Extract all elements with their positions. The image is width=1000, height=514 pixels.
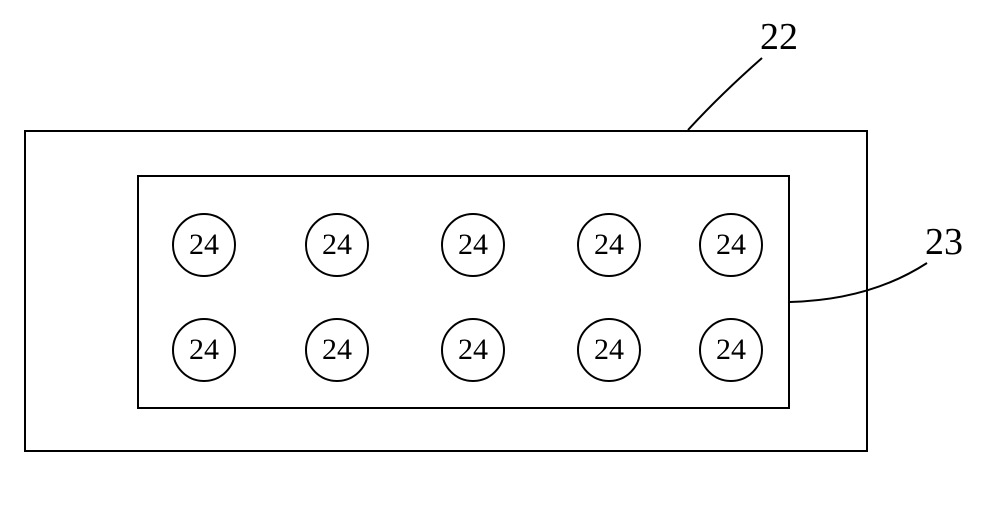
circle-label: 24 [458, 333, 488, 367]
callout-label-23: 23 [925, 220, 963, 264]
circle-item: 24 [441, 213, 505, 277]
circle-label: 24 [458, 228, 488, 262]
circle-label: 24 [189, 333, 219, 367]
circle-item: 24 [172, 318, 236, 382]
leader-22 [688, 58, 762, 130]
circle-label: 24 [716, 228, 746, 262]
circle-item: 24 [172, 213, 236, 277]
circle-item: 24 [305, 213, 369, 277]
callout-label-22: 22 [760, 15, 798, 59]
circle-label: 24 [716, 333, 746, 367]
circle-label: 24 [594, 228, 624, 262]
circle-item: 24 [699, 213, 763, 277]
circle-label: 24 [594, 333, 624, 367]
circle-item: 24 [577, 318, 641, 382]
circle-item: 24 [699, 318, 763, 382]
circle-label: 24 [322, 228, 352, 262]
circle-item: 24 [577, 213, 641, 277]
circle-item: 24 [441, 318, 505, 382]
circle-item: 24 [305, 318, 369, 382]
circle-label: 24 [189, 228, 219, 262]
circle-label: 24 [322, 333, 352, 367]
